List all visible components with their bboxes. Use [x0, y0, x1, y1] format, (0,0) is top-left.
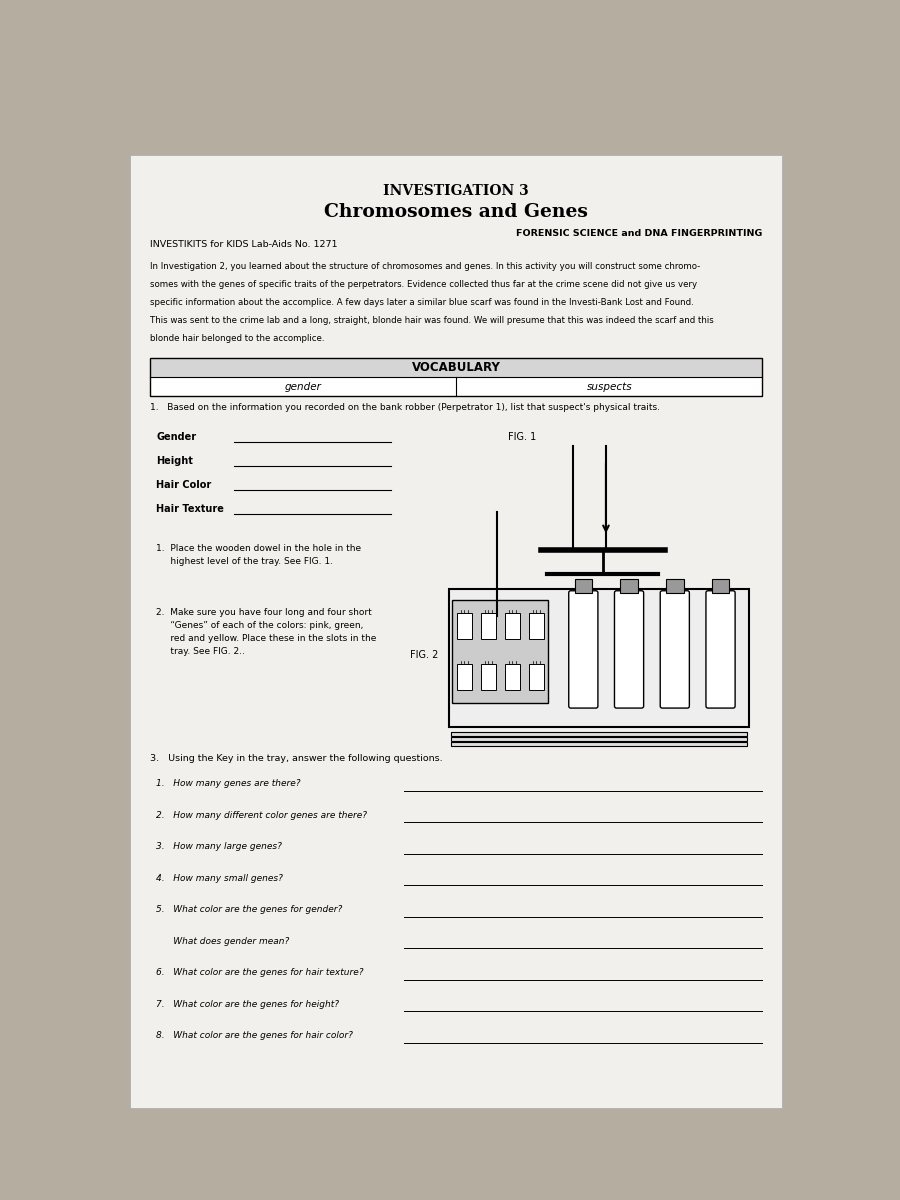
Bar [505, 613, 519, 638]
Bar [712, 580, 729, 593]
Bar [453, 600, 548, 703]
Bar [457, 665, 472, 690]
FancyBboxPatch shape [615, 590, 644, 708]
Text: INVESTIKITS for KIDS Lab-Aids No. 1271: INVESTIKITS for KIDS Lab-Aids No. 1271 [149, 240, 338, 250]
Text: 3.   Using the Key in the tray, answer the following questions.: 3. Using the Key in the tray, answer the… [149, 754, 442, 763]
Text: Hair Texture: Hair Texture [156, 504, 224, 514]
Bar [452, 742, 747, 745]
Bar [452, 737, 747, 740]
Text: In Investigation 2, you learned about the structure of chromosomes and genes. In: In Investigation 2, you learned about th… [149, 262, 700, 271]
Bar [149, 358, 762, 396]
Text: specific information about the accomplice. A few days later a similar blue scarf: specific information about the accomplic… [149, 298, 693, 307]
Text: FIG. 2: FIG. 2 [410, 650, 438, 660]
Text: 1.   How many genes are there?: 1. How many genes are there? [156, 780, 301, 788]
Text: 8.   What color are the genes for hair color?: 8. What color are the genes for hair col… [156, 1031, 353, 1040]
Text: 1.   Based on the information you recorded on the bank robber (Perpetrator 1), l: 1. Based on the information you recorded… [149, 403, 660, 412]
Bar [620, 580, 638, 593]
Bar [574, 580, 592, 593]
Text: Hair Color: Hair Color [156, 480, 212, 490]
Bar [529, 665, 544, 690]
Text: 5.   What color are the genes for gender?: 5. What color are the genes for gender? [156, 905, 342, 914]
Text: FIG. 1: FIG. 1 [508, 432, 536, 442]
Bar [529, 613, 544, 638]
Bar [449, 589, 750, 727]
FancyBboxPatch shape [661, 590, 689, 708]
Text: 2.  Make sure you have four long and four short
     “Genes” of each of the colo: 2. Make sure you have four long and four… [156, 607, 376, 656]
Bar [457, 613, 472, 638]
Text: 1.  Place the wooden dowel in the hole in the
     highest level of the tray. Se: 1. Place the wooden dowel in the hole in… [156, 544, 361, 566]
Text: gender: gender [284, 382, 321, 391]
Bar [666, 580, 684, 593]
Text: 3.   How many large genes?: 3. How many large genes? [156, 842, 282, 851]
Text: INVESTIGATION 3: INVESTIGATION 3 [383, 185, 529, 198]
Text: somes with the genes of specific traits of the perpetrators. Evidence collected : somes with the genes of specific traits … [149, 280, 697, 289]
Text: 2.   How many different color genes are there?: 2. How many different color genes are th… [156, 811, 367, 820]
Text: What does gender mean?: What does gender mean? [156, 937, 289, 946]
FancyBboxPatch shape [706, 590, 735, 708]
FancyBboxPatch shape [569, 590, 598, 708]
Text: 6.   What color are the genes for hair texture?: 6. What color are the genes for hair tex… [156, 968, 364, 977]
Text: 4.   How many small genes?: 4. How many small genes? [156, 874, 283, 883]
Text: FORENSIC SCIENCE and DNA FINGERPRINTING: FORENSIC SCIENCE and DNA FINGERPRINTING [516, 229, 762, 238]
Text: Height: Height [156, 456, 193, 466]
Bar [149, 377, 762, 396]
Bar [482, 665, 496, 690]
Text: Gender: Gender [156, 432, 196, 442]
Bar [482, 613, 496, 638]
Text: blonde hair belonged to the accomplice.: blonde hair belonged to the accomplice. [149, 334, 324, 343]
Bar [149, 358, 762, 377]
Bar [452, 732, 747, 736]
Bar [130, 155, 782, 1108]
Text: suspects: suspects [587, 382, 632, 391]
Text: This was sent to the crime lab and a long, straight, blonde hair was found. We w: This was sent to the crime lab and a lon… [149, 316, 714, 325]
Bar [505, 665, 519, 690]
Text: 7.   What color are the genes for height?: 7. What color are the genes for height? [156, 1000, 339, 1009]
Text: Chromosomes and Genes: Chromosomes and Genes [324, 203, 588, 221]
Text: VOCABULARY: VOCABULARY [411, 361, 500, 374]
